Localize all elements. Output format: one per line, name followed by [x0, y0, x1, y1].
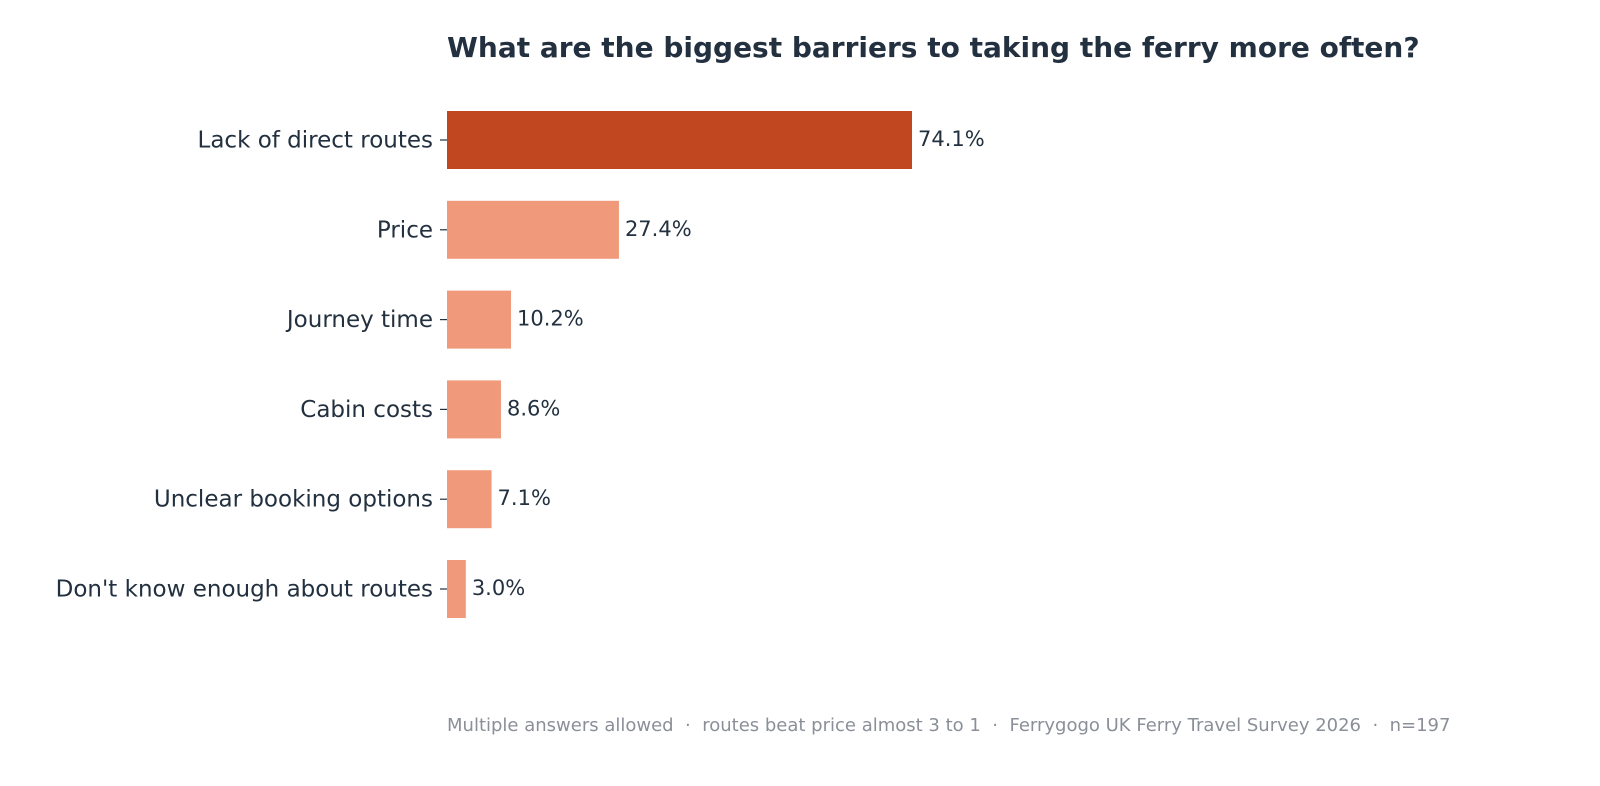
value-label: 74.1%	[918, 127, 985, 151]
y-tick-label: Journey time	[285, 307, 433, 333]
y-tick-label: Price	[377, 217, 433, 243]
y-tick-label: Don't know enough about routes	[56, 577, 433, 603]
value-label: 7.1%	[498, 486, 551, 510]
value-label: 10.2%	[517, 307, 584, 331]
y-tick-label: Unclear booking options	[154, 487, 433, 513]
chart-title: What are the biggest barriers to taking …	[447, 31, 1420, 64]
value-label: 8.6%	[507, 396, 560, 420]
bar	[447, 560, 466, 618]
bar	[447, 380, 501, 439]
bar	[447, 470, 492, 529]
value-label: 27.4%	[625, 217, 692, 241]
value-label: 3.0%	[472, 576, 525, 600]
bar	[447, 200, 619, 259]
y-tick-label: Cabin costs	[300, 397, 433, 423]
footnote: Multiple answers allowed · routes beat p…	[447, 715, 1450, 736]
bar	[447, 111, 912, 169]
y-tick-label: Lack of direct routes	[198, 128, 433, 154]
bar	[447, 290, 512, 349]
